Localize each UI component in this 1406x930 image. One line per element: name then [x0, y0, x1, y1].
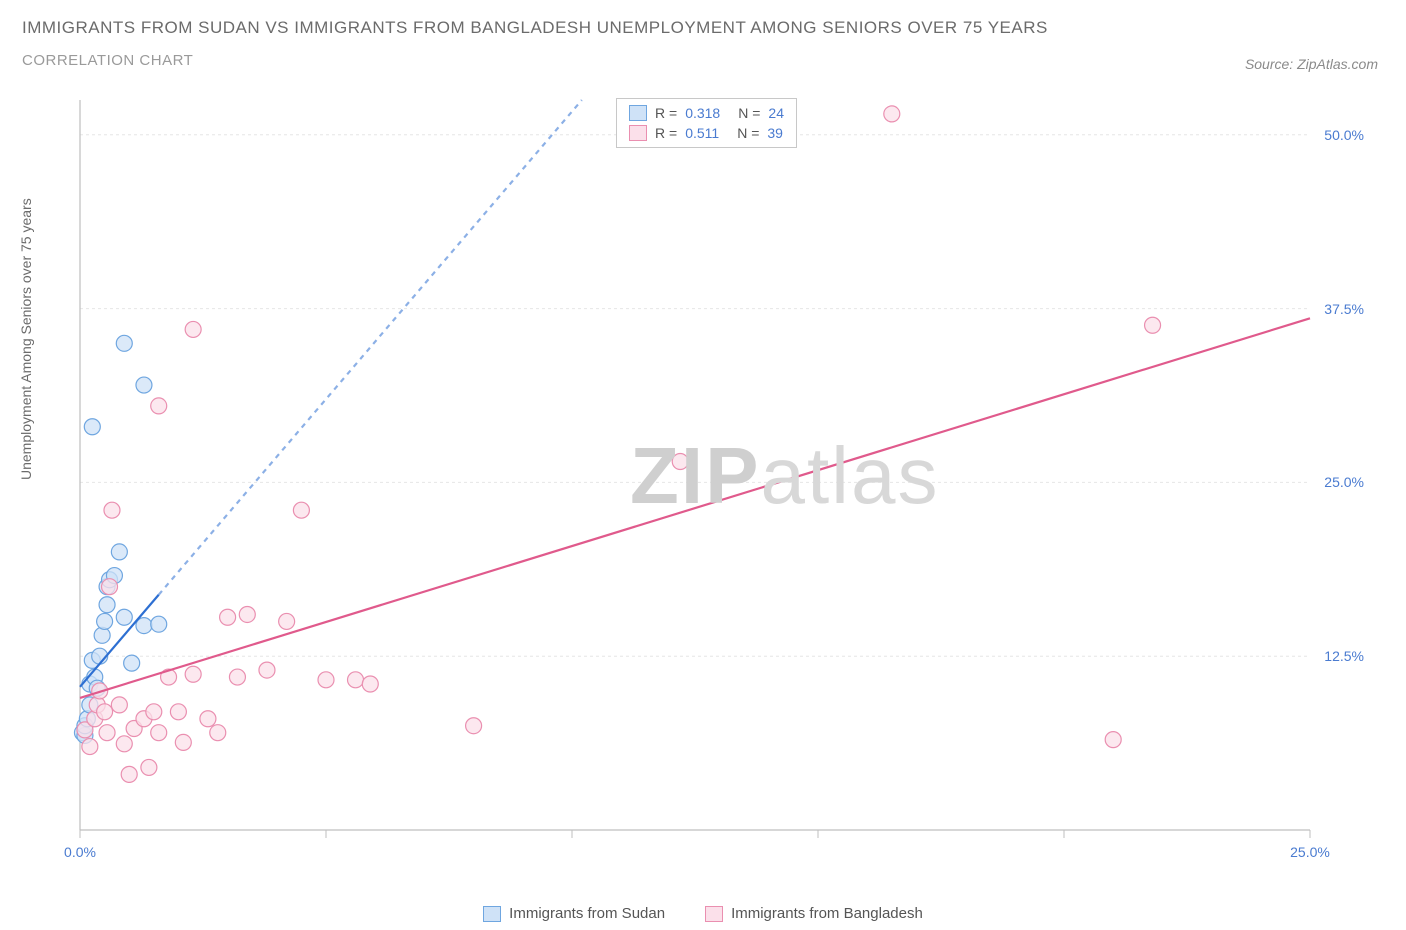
- x-tick-label: 0.0%: [64, 844, 96, 860]
- legend-item: Immigrants from Bangladesh: [705, 905, 923, 922]
- stats-n-label: N =: [737, 125, 759, 141]
- chart-area: R = 0.318N = 24R = 0.511N = 39 ZIPatlas …: [70, 90, 1370, 860]
- legend-swatch: [705, 906, 723, 922]
- stats-r-label: R =: [655, 125, 677, 141]
- stats-row-sudan: R = 0.318 N = 24: [629, 105, 784, 121]
- y-tick-label: 37.5%: [1324, 301, 1364, 317]
- legend-label: Immigrants from Sudan: [509, 905, 665, 922]
- legend-item: Immigrants from Sudan: [483, 905, 665, 922]
- stats-n-value: 24: [768, 105, 784, 121]
- legend-swatch: [629, 105, 647, 121]
- stats-n-value: 39: [767, 125, 783, 141]
- stats-r-label: R =: [655, 105, 677, 121]
- y-tick-label: 12.5%: [1324, 648, 1364, 664]
- bottom-legend: Immigrants from Sudan Immigrants from Ban…: [0, 905, 1406, 922]
- chart-title: Immigrants from Sudan vs Immigrants from…: [22, 18, 1406, 38]
- y-axis-label: Unemployment Among Seniors over 75 years: [18, 198, 34, 480]
- source-label: Source: ZipAtlas.com: [1245, 56, 1378, 72]
- stats-box: R = 0.318 N = 24 R = 0.511 N = 39: [616, 98, 797, 148]
- chart-subtitle: Correlation Chart: [22, 52, 1406, 69]
- stats-row-bangladesh: R = 0.511 N = 39: [629, 125, 784, 141]
- stats-n-label: N =: [738, 105, 760, 121]
- legend-swatch: [483, 906, 501, 922]
- stats-r-value: 0.511: [685, 125, 719, 141]
- scatter-chart: [70, 90, 1370, 860]
- stats-r-value: 0.318: [685, 105, 720, 121]
- x-tick-label: 25.0%: [1290, 844, 1330, 860]
- y-tick-label: 50.0%: [1324, 127, 1364, 143]
- legend-swatch: [629, 125, 647, 141]
- legend-label: Immigrants from Bangladesh: [731, 905, 923, 922]
- title-block: Immigrants from Sudan vs Immigrants from…: [0, 0, 1406, 69]
- y-tick-label: 25.0%: [1324, 474, 1364, 490]
